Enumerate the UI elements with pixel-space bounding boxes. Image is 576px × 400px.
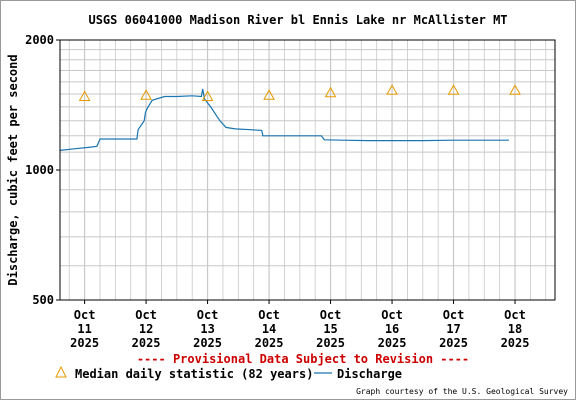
x-tick-label-line: 2025 (132, 336, 161, 350)
median-point-marker (386, 84, 398, 95)
data-series (59, 84, 521, 151)
y-tick-label: 1000 (25, 163, 54, 177)
y-tick-label: 500 (32, 293, 54, 307)
x-tick-label-line: 16 (385, 322, 399, 336)
x-tick-label-line: 2025 (501, 336, 530, 350)
graph-credit: Graph courtesy of the U.S. Geological Su… (356, 387, 568, 396)
x-tick-label-line: 2025 (193, 336, 222, 350)
x-tick-label: Oct 12 2025 (132, 308, 161, 350)
median-point-marker (324, 86, 337, 98)
x-tick-label: Oct 18 2025 (501, 308, 530, 350)
y-tick-label: 2000 (25, 33, 54, 47)
legend-discharge-label: Discharge (337, 367, 402, 381)
x-tick-label-line: 2025 (439, 336, 468, 350)
x-tick-label-line: 12 (139, 322, 153, 336)
median-point-marker (509, 84, 521, 95)
median-point-marker (201, 90, 214, 101)
x-tick-label-line: 17 (446, 322, 460, 336)
x-tick-label-line: 14 (262, 322, 276, 336)
median-point-marker (78, 90, 91, 101)
legend: Median daily statistic (82 years) Discha… (55, 365, 402, 381)
legend-median-label: Median daily statistic (82 years) (75, 367, 313, 381)
x-tick-label-line: Oct (258, 308, 280, 322)
y-axis-ticks: 500 1000 2000 (25, 33, 60, 307)
x-tick-label-line: 18 (508, 322, 522, 336)
x-tick-label-line: Oct (320, 308, 342, 322)
x-tick-label-line: Oct (135, 308, 157, 322)
median-point-marker (447, 84, 460, 95)
x-tick-label-line: 2025 (70, 336, 99, 350)
x-tick-label: Oct 17 2025 (439, 308, 468, 350)
x-tick-label-line: 2025 (378, 336, 407, 350)
x-tick-label: Oct 11 2025 (70, 308, 99, 350)
x-tick-label-line: Oct (197, 308, 219, 322)
x-tick-label: Oct 13 2025 (193, 308, 222, 350)
x-tick-label-line: Oct (504, 308, 526, 322)
median-point-marker (140, 89, 152, 100)
x-tick-label-line: 13 (200, 322, 214, 336)
x-tick-label-line: Oct (74, 308, 96, 322)
discharge-series-line (59, 88, 509, 151)
x-tick-label-line: Oct (443, 308, 465, 322)
x-tick-label-line: Oct (381, 308, 403, 322)
x-tick-label: Oct 14 2025 (255, 308, 284, 350)
legend-median-triangle-icon (55, 365, 67, 378)
x-tick-label-line: 15 (323, 322, 337, 336)
chart-title: USGS 06041000 Madison River bl Ennis Lak… (88, 13, 507, 27)
x-tick-label-line: 11 (77, 322, 91, 336)
provisional-data-note: ---- Provisional Data Subject to Revisio… (137, 352, 469, 366)
x-tick-label: Oct 16 2025 (378, 308, 407, 350)
x-tick-label-line: 2025 (316, 336, 345, 350)
x-tick-label: Oct 15 2025 (316, 308, 345, 350)
x-tick-label-line: 2025 (255, 336, 284, 350)
grid-lines (60, 40, 555, 300)
y-axis-title: Discharge, cubic feet per second (6, 54, 20, 285)
median-point-marker (263, 89, 275, 100)
